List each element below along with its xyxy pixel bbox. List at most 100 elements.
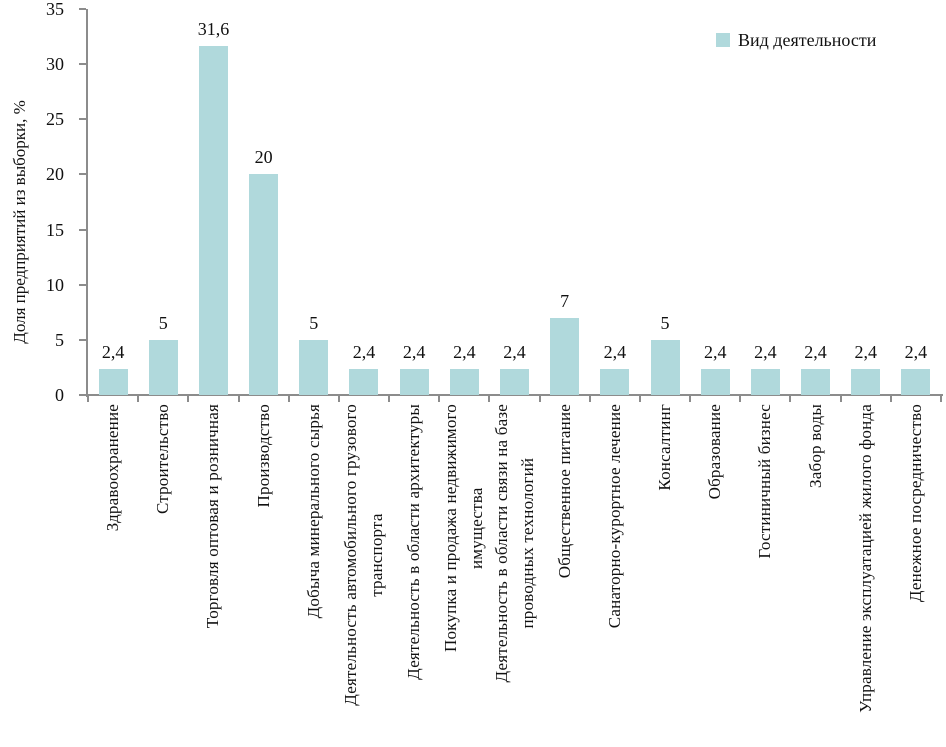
x-axis-category-label: Общественное питание <box>554 404 574 579</box>
bar <box>449 368 479 395</box>
x-axis-category-label: Образование <box>705 404 725 500</box>
x-axis-category-label: Консалтинг <box>655 404 675 491</box>
y-axis-tick-label: 35 <box>46 0 64 19</box>
x-axis-category-cell: Строительство <box>138 404 188 747</box>
x-axis-category-label: Забор воды <box>805 404 825 488</box>
bar-value-label: 5 <box>660 312 670 333</box>
bar <box>299 339 329 395</box>
x-axis-category-cell: Санаторно-курортное лечение <box>590 404 640 747</box>
x-axis-category-cell: Здравоохранение <box>88 404 138 747</box>
y-axis-tick-label: 15 <box>46 219 64 240</box>
bar <box>700 368 730 395</box>
x-axis-tick <box>438 396 441 402</box>
x-axis-tick <box>588 396 591 402</box>
bar-value-label: 2,4 <box>703 341 727 362</box>
bar-value-label: 20 <box>254 147 273 168</box>
x-axis-tick <box>87 396 89 402</box>
x-axis-category-cell: Торговля оптовая и розничная <box>188 404 238 747</box>
x-axis-category-label: Строительство <box>153 404 173 515</box>
x-axis-category-cell: Общественное питание <box>540 404 590 747</box>
bar-value-label: 2,4 <box>453 341 476 362</box>
x-axis-tick <box>889 396 892 402</box>
bar-value-label: 2,4 <box>804 341 827 362</box>
y-axis-tick <box>79 118 86 121</box>
x-axis-category-label: Управление эксплуатацией жилого фонда <box>855 404 875 713</box>
y-axis-tick-label: 25 <box>46 109 64 130</box>
x-axis-tick <box>388 396 391 402</box>
y-axis-tick-label: 20 <box>46 164 64 185</box>
y-axis-tick-label: 10 <box>46 274 64 295</box>
legend-label: Вид деятельности <box>738 30 877 50</box>
y-axis-tick <box>79 338 86 341</box>
bar <box>148 339 178 395</box>
bar-value-label: 7 <box>560 290 570 311</box>
x-axis-category-cell: Производство <box>239 404 289 747</box>
x-axis-category-label: Здравоохранение <box>103 404 123 532</box>
x-axis-tick <box>187 396 190 402</box>
bar-value-label: 2,4 <box>754 341 777 362</box>
bar-value-label: 2,4 <box>101 341 125 362</box>
x-axis-category-cell: Управление эксплуатацией жилого фонда <box>841 404 891 747</box>
x-axis-category-cell: Консалтинг <box>640 404 690 747</box>
x-axis-category-label: Производство <box>253 404 273 508</box>
y-axis-tick <box>79 173 86 176</box>
bar <box>600 368 630 395</box>
x-axis-category-label: Покупка и продажа недвижимого имущества <box>441 404 487 653</box>
bar <box>851 368 881 395</box>
bar <box>650 339 680 395</box>
bar <box>901 368 931 395</box>
bar-value-label: 5 <box>158 312 168 333</box>
bar-value-label: 2,4 <box>402 341 426 362</box>
x-axis-category-cell: Образование <box>690 404 740 747</box>
y-axis-tick <box>79 8 86 10</box>
x-axis-category-cell: Деятельность в области связи на базе про… <box>489 404 539 747</box>
bar <box>249 174 279 395</box>
x-axis-category-cell: Покупка и продажа недвижимого имущества <box>439 404 489 747</box>
y-axis-tick-label: 5 <box>55 329 64 350</box>
y-axis-line <box>86 9 88 397</box>
x-axis-category-cell: Денежное посредничество <box>891 404 941 747</box>
bar <box>801 368 831 395</box>
bar-value-label: 5 <box>309 312 319 333</box>
x-axis-category-label: Денежное посредничество <box>905 404 925 603</box>
x-axis-category-label: Гостиничный бизнес <box>755 404 775 559</box>
bar-value-label: 2,4 <box>603 341 627 362</box>
bar <box>750 368 780 395</box>
x-axis-category-cell: Забор воды <box>790 404 840 747</box>
x-axis-tick <box>237 396 240 402</box>
bar-value-label: 31,6 <box>197 19 230 40</box>
y-axis-tick <box>79 228 86 231</box>
legend: Вид деятельности <box>716 30 876 50</box>
x-axis-category-label: Деятельность в области связи на базе про… <box>491 404 537 683</box>
bar-value-label: 2,4 <box>352 341 376 362</box>
x-axis-tick <box>839 396 842 402</box>
bar-value-label: 2,4 <box>854 341 877 362</box>
x-axis-tick <box>337 396 340 402</box>
bar <box>198 46 228 395</box>
bar <box>550 317 580 395</box>
bar-value-label: 2,4 <box>503 341 526 362</box>
bar <box>500 368 529 395</box>
x-axis-tick <box>789 396 792 402</box>
x-axis-line <box>86 394 943 396</box>
x-axis-category-label: Добыча минерального сырья <box>303 404 323 619</box>
x-axis-tick <box>488 396 491 402</box>
y-axis-tick <box>79 63 86 66</box>
legend-swatch <box>716 33 730 47</box>
x-axis-tick <box>538 396 541 402</box>
y-axis-tick-label: 30 <box>46 54 64 75</box>
y-axis-tick-label: 0 <box>55 385 64 405</box>
x-axis-tick <box>689 396 692 402</box>
x-axis-category-label: Санаторно-курортное лечение <box>604 404 624 629</box>
y-axis-tick <box>79 394 86 396</box>
x-axis-tick <box>137 396 140 402</box>
x-axis-category-cell: Гостиничный бизнес <box>740 404 790 747</box>
bar <box>349 368 379 395</box>
x-axis-tick <box>940 396 942 402</box>
x-axis-tick <box>739 396 742 402</box>
x-axis-category-cell: Добыча минерального сырья <box>289 404 339 747</box>
bar <box>98 368 128 395</box>
x-axis-category-cell: Деятельность автомобильного грузового тр… <box>339 404 389 747</box>
y-axis-tick <box>79 283 86 286</box>
